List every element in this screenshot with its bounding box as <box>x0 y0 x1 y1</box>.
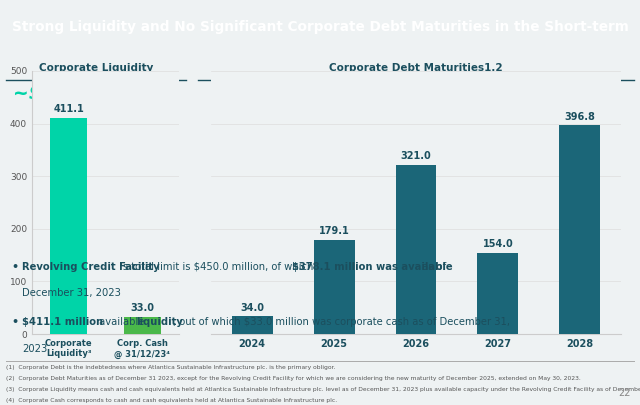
Text: (2)  Corporate Debt Maturities as of December 31 2023, except for the Revolving : (2) Corporate Debt Maturities as of Dece… <box>6 376 581 381</box>
Bar <box>232 316 273 334</box>
Text: 33.0: 33.0 <box>131 303 154 313</box>
Text: ~$411.1 million: ~$411.1 million <box>13 84 179 102</box>
Text: 411.1: 411.1 <box>53 104 84 114</box>
Text: Corporate Liquidity: Corporate Liquidity <box>39 62 153 72</box>
Text: liquidity: liquidity <box>136 318 183 328</box>
Text: 2023: 2023 <box>22 344 47 354</box>
Bar <box>51 118 87 334</box>
Bar <box>124 317 161 334</box>
Text: 154.0: 154.0 <box>483 239 513 249</box>
Text: Revolving Credit Facility: Revolving Credit Facility <box>22 262 160 272</box>
Text: (4)  Corporate Cash corresponds to cash and cash equivalents held at Atlantica S: (4) Corporate Cash corresponds to cash a… <box>6 399 337 403</box>
Text: 321.0: 321.0 <box>401 151 431 162</box>
Text: December 31, 2023: December 31, 2023 <box>22 288 121 298</box>
Text: as of: as of <box>419 262 446 272</box>
Text: (3)  Corporate Liquidity means cash and cash equivalents held at Atlantica Susta: (3) Corporate Liquidity means cash and c… <box>6 387 640 392</box>
Text: 22: 22 <box>618 388 630 398</box>
Text: , out of which $33.0 million was corporate cash as of December 31,: , out of which $33.0 million was corpora… <box>173 318 511 328</box>
Text: Corporate Debt Maturities1,2: Corporate Debt Maturities1,2 <box>329 62 503 72</box>
Text: average maturity² of current corporate debt: average maturity² of current corporate d… <box>333 81 525 90</box>
Text: 396.8: 396.8 <box>564 111 595 122</box>
Text: $411.1 million: $411.1 million <box>22 318 104 328</box>
Text: •: • <box>12 262 19 272</box>
Text: 34.0: 34.0 <box>240 303 264 313</box>
Text: ~3.6 years: ~3.6 years <box>211 84 324 102</box>
Text: available: available <box>96 318 147 328</box>
Text: $378.1 million was available: $378.1 million was available <box>292 262 452 272</box>
Text: 179.1: 179.1 <box>319 226 349 236</box>
Bar <box>559 125 600 334</box>
Bar <box>396 165 436 334</box>
Bar <box>314 240 355 334</box>
Bar <box>477 253 518 334</box>
Text: Strong Liquidity and No Significant Corporate Debt Maturities in the Short-term: Strong Liquidity and No Significant Corp… <box>12 20 628 34</box>
Text: 's total limit is $450.0 million, of which: 's total limit is $450.0 million, of whi… <box>120 262 317 272</box>
Text: (1)  Corporate Debt is the indebtedness where Atlantica Sustainable Infrastructu: (1) Corporate Debt is the indebtedness w… <box>6 365 336 370</box>
Text: •: • <box>12 318 19 328</box>
